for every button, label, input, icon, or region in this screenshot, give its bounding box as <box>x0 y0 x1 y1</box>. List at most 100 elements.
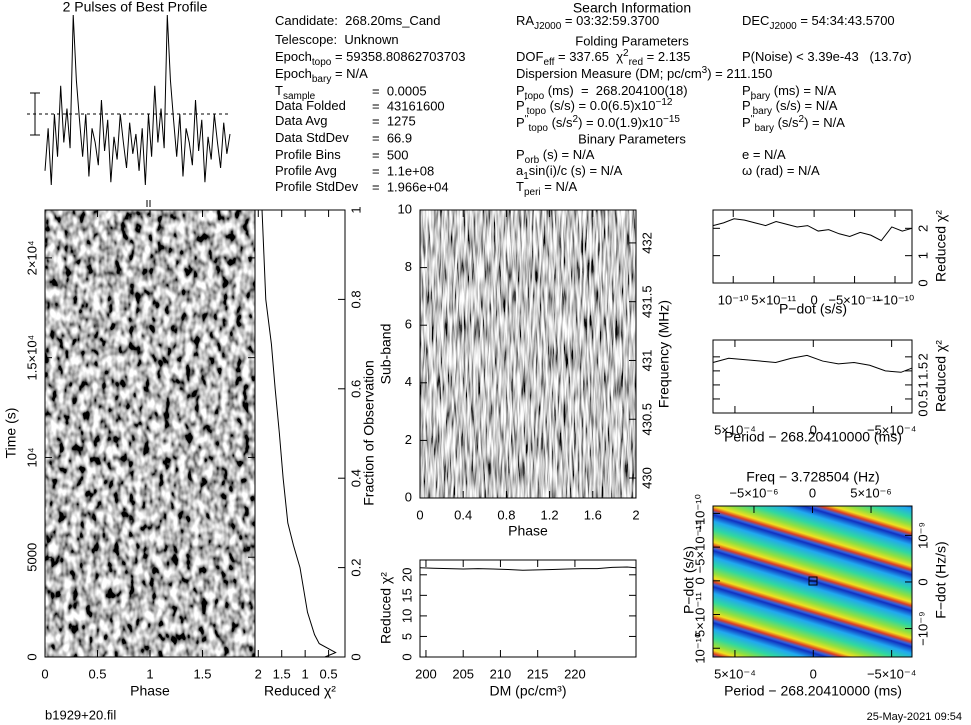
section-title: Binary Parameters <box>578 131 686 146</box>
axis-label: P−dot (s/s) <box>779 301 847 317</box>
text-run: P <box>742 115 751 130</box>
y-tick-label: 0 <box>915 578 930 585</box>
text-run: topo <box>529 123 549 134</box>
text-run: '' <box>751 114 755 125</box>
x-tick-label: −5×10⁻¹¹ <box>828 292 881 307</box>
text-run: ) = N/A <box>804 115 845 130</box>
x-tick-label: 0 <box>810 422 817 437</box>
text-run: bary <box>751 91 770 102</box>
text-run: 2 <box>623 48 629 59</box>
x-tick-label: 1.6 <box>584 507 602 522</box>
y-tick-label: 2 <box>915 353 930 360</box>
curve <box>419 566 637 571</box>
text-run: = 2.135 <box>643 49 690 64</box>
info-line: P(Noise) < 3.39e-43 (13.7σ) <box>742 49 912 64</box>
y-tick-label: 432 <box>639 232 654 254</box>
info-line: e = N/A <box>742 147 786 162</box>
x-tick-label: 0 <box>810 666 817 681</box>
axis-label: Frequency (MHz) <box>656 300 672 408</box>
info-line: Dispersion Measure (DM; pc/cm3) = 211.15… <box>516 65 772 82</box>
info-label: Tsample <box>275 83 316 101</box>
y-tick-label: 0.8 <box>348 290 363 308</box>
x-tick-label: 220 <box>564 666 586 681</box>
y-tick-label: 1.5 <box>915 362 930 380</box>
info-line: P''bary (s/s2) = N/A <box>742 114 845 134</box>
text-run: ' <box>751 97 753 108</box>
x-tick-label: 5×10⁻⁴ <box>714 422 756 437</box>
text-run: = 59358.80862703703 <box>331 49 465 64</box>
info-value: = 43161600 <box>372 98 445 113</box>
y-tick-label: 8 <box>405 259 412 274</box>
text-run: 2 <box>799 114 805 125</box>
text-run: Epoch <box>275 66 312 81</box>
axis-label: Phase <box>508 523 548 539</box>
text-run: = 03:32:59.3700 <box>561 13 659 28</box>
text-run: bary <box>312 74 331 85</box>
y-tick-label: 1 <box>348 206 363 213</box>
info-label: Profile Avg <box>275 163 337 178</box>
text-run: P <box>516 147 525 162</box>
text-run: (ms) = 268.204100(18) <box>544 83 687 98</box>
y-tick-label: 0.5 <box>915 390 930 408</box>
x-tick-label: 200 <box>415 666 437 681</box>
x-tick-label: 2 <box>255 666 262 681</box>
y-tick-label: 0.2 <box>348 559 363 577</box>
info-line: Telescope: Unknown <box>275 32 399 47</box>
axis-label: Freq − 3.728504 (Hz) <box>746 469 879 485</box>
y-tick-label: 0 <box>399 653 414 660</box>
plot-box <box>419 209 637 499</box>
text-run: red <box>629 57 643 68</box>
text-run: DEC <box>742 13 769 28</box>
y-tick-label: 4 <box>405 374 412 389</box>
y-tick-label: 2 <box>915 225 930 232</box>
y-tick-label: 10 <box>399 609 414 623</box>
text-run: ' <box>525 97 527 108</box>
y-tick-label: 431.5 <box>639 285 654 318</box>
section-title: Search Information <box>573 0 691 16</box>
text-run: (s/s) = N/A <box>772 98 838 113</box>
y-tick-label: 0 <box>692 577 707 584</box>
y-tick-label: 10 <box>398 201 412 216</box>
x-tick-label: 0.4 <box>454 507 472 522</box>
text-run: P <box>742 83 751 98</box>
info-line: Pbary (ms) = N/A <box>742 83 837 101</box>
text-run: topo <box>525 91 545 102</box>
x-tick-label: 1.5 <box>193 666 211 681</box>
text-run: = N/A <box>331 66 368 81</box>
x-tick-label: 2 <box>632 507 639 522</box>
info-line: Ptopo (ms) = 268.204100(18) <box>516 83 688 101</box>
y-tick-label: 5×10⁻¹¹ <box>692 591 707 636</box>
text-run: topo <box>527 106 547 117</box>
text-run: ) = 0.0(1.9)x10 <box>578 115 663 130</box>
info-value: = 1.966e+04 <box>372 179 449 194</box>
x-tick-label: 0.5 <box>88 666 106 681</box>
x-tick-label: 0 <box>809 485 816 500</box>
text-run: Data Avg <box>275 113 328 128</box>
axis-label: Reduced χ² <box>933 210 949 282</box>
x-tick-label: 10⁻¹⁰ <box>718 292 749 307</box>
x-tick-label: 5×10⁻¹¹ <box>751 292 796 307</box>
text-run: T <box>516 179 524 194</box>
plot-box <box>419 559 637 658</box>
info-line: P''topo (s/s2) = 0.0(1.9)x10−15 <box>516 114 680 134</box>
text-run: J2000 <box>534 21 562 32</box>
text-run: (s/s) = 0.0(6.5)x10 <box>546 98 655 113</box>
info-line: DECJ2000 = 54:34:43.5700 <box>742 13 895 31</box>
text-run: (s/s <box>548 115 573 130</box>
info-line: Tperi = N/A <box>516 179 577 197</box>
text-run: Profile StdDev <box>275 179 359 194</box>
y-tick-label: 0.6 <box>348 380 363 398</box>
y-tick-label: 1 <box>915 381 930 388</box>
axis-label: F−dot (Hz/s) <box>933 541 949 618</box>
y-tick-label: 431 <box>639 350 654 372</box>
text-run: Profile Avg <box>275 163 337 178</box>
section-title: Folding Parameters <box>575 33 689 48</box>
text-run: a <box>516 163 524 178</box>
x-tick-label: 5×10⁻⁴ <box>714 666 756 681</box>
y-tick-label: 2×10⁴ <box>24 240 39 275</box>
x-tick-label: 5×10⁻⁶ <box>850 485 892 500</box>
axis-label: Time (s) <box>3 408 19 459</box>
x-tick-label: 1.5 <box>273 666 291 681</box>
